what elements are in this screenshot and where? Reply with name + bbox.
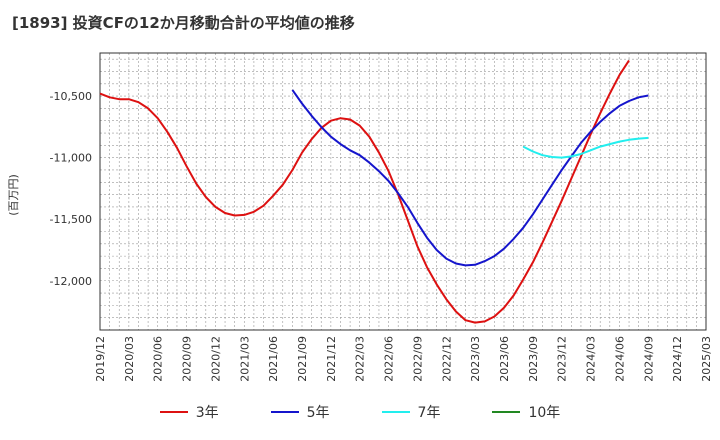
series-line-7年: [522, 136, 649, 159]
legend-item: 3年: [159, 402, 219, 422]
legend-label: 5年: [306, 405, 330, 421]
x-tick-label: 2024/09: [642, 336, 655, 382]
x-tick-label: 2020/06: [152, 336, 165, 382]
x-tick-label: 2022/09: [411, 336, 424, 382]
legend-swatch: [270, 411, 299, 413]
legend-swatch: [159, 411, 188, 413]
x-tick-label: 2024/12: [671, 336, 684, 382]
x-tick-label: 2023/12: [556, 336, 569, 382]
y-tick-label: -11,000: [50, 152, 92, 165]
legend-item: 5年: [270, 402, 330, 422]
y-tick-label: -11,500: [50, 213, 92, 226]
x-tick-label: 2020/03: [123, 336, 136, 382]
series-lines: [99, 59, 649, 324]
y-axis-ticks: -10,500 -11,000 -11,500 -12,000: [50, 90, 92, 288]
x-tick-label: 2022/06: [383, 336, 396, 382]
x-tick-label: 2020/12: [209, 336, 222, 382]
legend-swatch: [492, 411, 521, 413]
x-tick-label: 2021/06: [267, 336, 280, 382]
legend-item: 10年: [492, 402, 560, 422]
legend-label: 7年: [417, 405, 441, 421]
x-tick-label: 2022/03: [354, 336, 367, 382]
legend-label: 10年: [528, 405, 561, 421]
x-tick-label: 2021/12: [325, 336, 338, 382]
x-tick-label: 2023/03: [469, 336, 482, 382]
legend: 3年 5年 7年 10年: [0, 402, 720, 422]
x-tick-label: 2021/03: [238, 336, 251, 382]
legend-label: 3年: [195, 405, 219, 421]
x-tick-label: 2021/09: [296, 336, 309, 382]
legend-item: 7年: [381, 402, 441, 422]
y-axis-label: (百万円): [7, 174, 20, 216]
x-tick-label: 2019/12: [94, 336, 107, 382]
legend-swatch: [381, 411, 410, 413]
series-line-5年: [291, 89, 649, 267]
y-tick-label: -10,500: [50, 90, 92, 103]
chart-title: [1893] 投資CFの12か月移動合計の平均値の推移: [12, 14, 355, 32]
x-tick-label: 2023/09: [527, 336, 540, 382]
x-tick-label: 2024/06: [613, 336, 626, 382]
x-tick-label: 2022/12: [440, 336, 453, 382]
series-line-3年: [99, 59, 630, 324]
x-tick-label: 2025/03: [700, 336, 713, 382]
grid-lines: [100, 53, 706, 331]
x-tick-label: 2020/09: [181, 336, 194, 382]
plot-frame: [99, 52, 707, 331]
x-tick-label: 2024/03: [585, 336, 598, 382]
x-tick-label: 2023/06: [498, 336, 511, 382]
x-axis-ticks: 2019/12 2020/03 2020/06 2020/09 2020/12 2021/…: [94, 336, 713, 382]
y-tick-label: -12,000: [50, 275, 92, 288]
